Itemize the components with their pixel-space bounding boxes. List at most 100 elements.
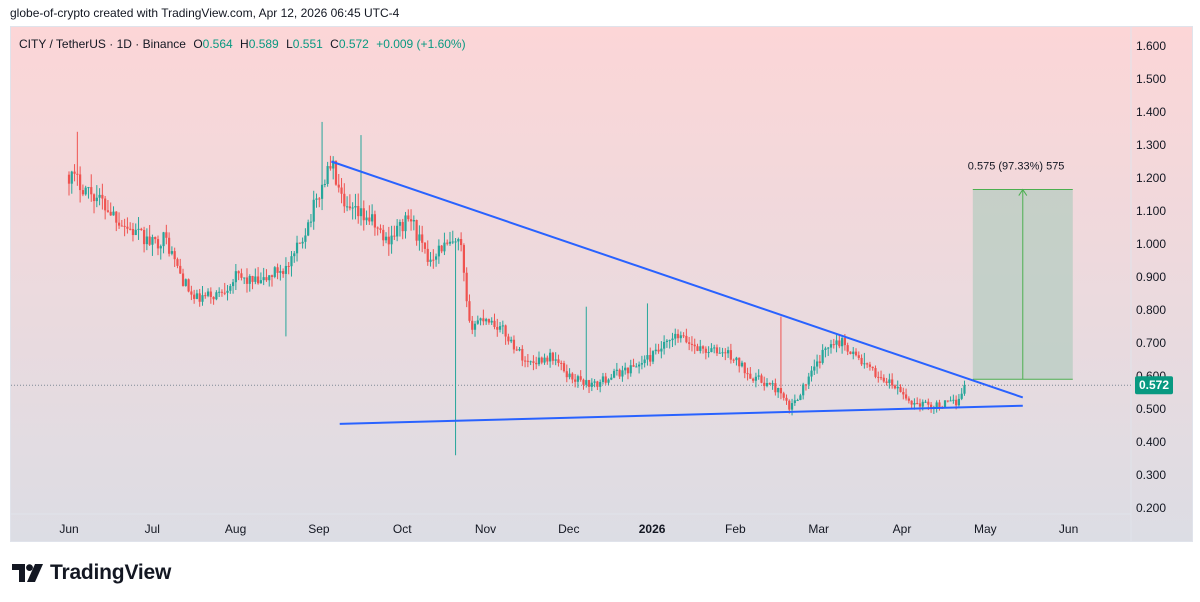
candle[interactable] <box>813 359 816 376</box>
candle[interactable] <box>963 380 966 396</box>
candle[interactable] <box>145 228 148 251</box>
candle[interactable] <box>329 155 332 171</box>
candle[interactable] <box>254 268 257 285</box>
candle[interactable] <box>384 232 388 244</box>
candle[interactable] <box>818 355 821 369</box>
candle[interactable] <box>218 287 221 297</box>
candle[interactable] <box>87 186 90 199</box>
candle[interactable] <box>651 350 655 365</box>
candle[interactable] <box>957 394 961 408</box>
candle[interactable] <box>585 306 588 388</box>
candle[interactable] <box>754 372 758 388</box>
candle[interactable] <box>621 365 624 382</box>
candle[interactable] <box>309 214 313 228</box>
candle[interactable] <box>415 219 418 246</box>
candle[interactable] <box>326 161 329 187</box>
candle[interactable] <box>946 400 949 403</box>
candle[interactable] <box>660 341 663 359</box>
candle[interactable] <box>804 383 808 391</box>
candle[interactable] <box>868 361 872 371</box>
candle[interactable] <box>579 370 582 382</box>
candle[interactable] <box>165 224 168 245</box>
candle[interactable] <box>134 223 137 236</box>
candle[interactable] <box>540 356 543 365</box>
candle[interactable] <box>140 227 143 231</box>
candle[interactable] <box>351 202 354 220</box>
candle[interactable] <box>757 369 760 380</box>
candle[interactable] <box>841 335 844 354</box>
candle[interactable] <box>156 235 160 256</box>
candle[interactable] <box>902 387 905 400</box>
candle[interactable] <box>454 237 457 456</box>
candle[interactable] <box>504 324 507 345</box>
candle[interactable] <box>960 388 963 401</box>
candle[interactable] <box>190 285 193 301</box>
candle[interactable] <box>290 251 293 277</box>
candle[interactable] <box>738 357 741 373</box>
candle[interactable] <box>846 342 849 356</box>
candle[interactable] <box>268 275 271 287</box>
candle[interactable] <box>137 217 140 240</box>
candle[interactable] <box>760 373 763 384</box>
candle[interactable] <box>610 373 613 381</box>
candle[interactable] <box>852 347 855 360</box>
candle[interactable] <box>654 343 657 355</box>
candle[interactable] <box>421 225 424 253</box>
candle[interactable] <box>618 368 621 380</box>
candle[interactable] <box>340 178 343 204</box>
candle[interactable] <box>412 215 415 231</box>
candle[interactable] <box>515 346 518 352</box>
candle[interactable] <box>393 225 396 241</box>
candle[interactable] <box>629 359 632 377</box>
candle[interactable] <box>226 285 229 301</box>
candle[interactable] <box>774 378 777 396</box>
candle[interactable] <box>371 204 374 226</box>
candle[interactable] <box>357 193 360 224</box>
candle[interactable] <box>560 360 563 371</box>
candle[interactable] <box>574 373 577 388</box>
candle[interactable] <box>81 184 85 197</box>
candle[interactable] <box>752 377 755 383</box>
candle[interactable] <box>304 228 307 249</box>
candle[interactable] <box>409 209 413 231</box>
candle[interactable] <box>334 160 338 186</box>
candle[interactable] <box>824 346 827 358</box>
candle[interactable] <box>320 121 324 211</box>
candle[interactable] <box>465 267 468 308</box>
candle[interactable] <box>220 289 224 297</box>
candle[interactable] <box>949 396 952 402</box>
candle[interactable] <box>699 339 702 354</box>
candle[interactable] <box>457 237 460 251</box>
candle[interactable] <box>423 242 427 254</box>
candle[interactable] <box>718 347 721 354</box>
candle[interactable] <box>234 264 237 291</box>
candle[interactable] <box>429 251 432 267</box>
candle[interactable] <box>401 218 404 240</box>
candle[interactable] <box>549 348 552 368</box>
candle[interactable] <box>473 320 477 337</box>
candle[interactable] <box>537 351 541 367</box>
candle[interactable] <box>735 356 738 366</box>
candle[interactable] <box>821 344 824 365</box>
candle[interactable] <box>209 287 212 304</box>
candle[interactable] <box>354 193 357 220</box>
candle[interactable] <box>676 329 680 343</box>
candle[interactable] <box>749 367 752 379</box>
candle[interactable] <box>607 378 610 386</box>
candle[interactable] <box>195 289 199 300</box>
candle[interactable] <box>129 222 132 231</box>
candle[interactable] <box>448 231 452 246</box>
candle[interactable] <box>896 380 899 395</box>
candle[interactable] <box>76 131 79 186</box>
candle[interactable] <box>231 278 235 294</box>
candle[interactable] <box>104 195 107 220</box>
candle[interactable] <box>298 242 301 244</box>
candle[interactable] <box>501 320 504 335</box>
candle[interactable] <box>206 288 210 298</box>
candle[interactable] <box>337 173 340 193</box>
candle[interactable] <box>510 336 513 344</box>
candle[interactable] <box>871 366 874 371</box>
candle[interactable] <box>379 224 382 234</box>
candle[interactable] <box>916 397 919 405</box>
candle[interactable] <box>332 156 335 180</box>
